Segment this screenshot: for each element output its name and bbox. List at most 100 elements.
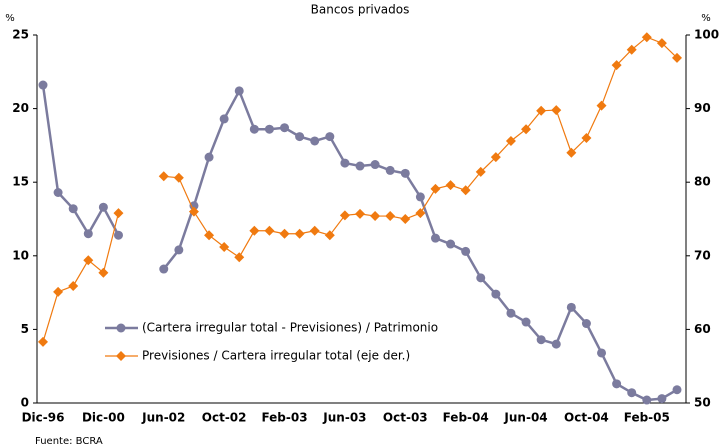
data-point: [551, 339, 561, 349]
data-point: [656, 38, 667, 49]
y2-tick-label: 80: [694, 175, 711, 189]
data-point: [249, 124, 259, 134]
data-point: [294, 228, 305, 239]
x-tick-label: Oct-02: [202, 411, 247, 425]
data-point: [476, 273, 486, 283]
data-point: [174, 245, 184, 255]
data-point: [490, 152, 501, 163]
x-tick-label: Oct-03: [383, 411, 428, 425]
x-tick-label: Feb-04: [443, 411, 489, 425]
x-tick-label: Oct-04: [564, 411, 609, 425]
x-tick-label: Jun-03: [322, 411, 366, 425]
data-point: [506, 308, 516, 318]
y2-tick-label: 100: [694, 28, 719, 42]
data-point: [400, 214, 411, 224]
data-point: [461, 246, 471, 256]
y2-tick-label: 90: [694, 101, 711, 115]
data-point: [188, 206, 199, 217]
data-point: [400, 168, 410, 178]
chart-title: Bancos privados: [311, 3, 410, 17]
y-tick-label: 10: [12, 248, 29, 262]
y-tick-label: 20: [12, 101, 29, 115]
data-point: [672, 385, 682, 395]
data-point: [83, 255, 94, 266]
data-point: [626, 44, 637, 55]
data-point: [566, 302, 576, 312]
legend-label: (Cartera irregular total - Previsiones) …: [142, 321, 438, 335]
data-point: [475, 166, 486, 177]
legend-marker: [116, 351, 126, 361]
data-point: [446, 239, 456, 249]
data-point: [445, 180, 456, 191]
data-point: [324, 230, 335, 241]
data-point: [657, 394, 667, 404]
data-point: [53, 286, 64, 297]
data-point: [460, 185, 471, 196]
data-point: [505, 135, 516, 146]
data-point: [339, 210, 350, 221]
data-point: [309, 225, 320, 236]
x-tick-label: Feb-03: [261, 411, 307, 425]
y-tick-label: 15: [12, 175, 29, 189]
data-point: [536, 105, 547, 116]
data-point: [355, 161, 365, 171]
data-point: [264, 124, 274, 134]
data-point: [370, 211, 381, 222]
data-point: [83, 229, 93, 239]
data-point: [355, 208, 365, 219]
data-point: [173, 172, 184, 183]
data-point: [295, 132, 305, 142]
data-point: [98, 267, 109, 278]
data-point: [415, 192, 425, 202]
data-point: [159, 264, 169, 274]
data-point: [597, 348, 607, 358]
data-point: [264, 225, 275, 236]
data-point: [158, 171, 169, 182]
data-point: [325, 132, 335, 142]
data-point: [491, 289, 501, 299]
y2-tick-label: 50: [694, 396, 711, 410]
data-point: [581, 133, 592, 144]
data-point: [385, 165, 395, 175]
legend-marker: [116, 323, 126, 333]
data-point: [642, 395, 652, 405]
legend-label: Previsiones / Cartera irregular total (e…: [142, 349, 410, 363]
y-tick-label: 5: [21, 322, 29, 336]
data-point: [430, 233, 440, 243]
source-note: Fuente: BCRA: [35, 436, 103, 447]
data-point: [672, 52, 682, 63]
data-point: [38, 336, 48, 347]
data-point: [279, 228, 290, 239]
data-point: [370, 160, 380, 170]
series-line: [42, 36, 678, 343]
data-point: [249, 225, 260, 236]
data-point: [521, 317, 531, 327]
data-point: [581, 319, 591, 329]
data-point: [627, 388, 637, 398]
data-point: [612, 379, 622, 389]
data-point: [641, 32, 652, 43]
data-point: [430, 183, 441, 194]
y-tick-label: 0: [21, 396, 29, 410]
x-tick-label: Dic-96: [22, 411, 65, 425]
data-point: [68, 280, 79, 291]
data-point: [219, 241, 230, 252]
y2-tick-label: 70: [694, 248, 711, 262]
data-point: [113, 230, 123, 240]
data-point: [280, 123, 290, 133]
data-point: [234, 86, 244, 96]
data-point: [566, 147, 577, 158]
data-point: [68, 204, 78, 214]
data-point: [98, 202, 108, 212]
data-point: [219, 114, 229, 124]
x-tick-label: Jun-02: [141, 411, 185, 425]
data-point: [536, 335, 546, 345]
y-tick-label: 25: [12, 28, 29, 42]
data-point: [38, 80, 48, 90]
x-tick-label: Feb-05: [624, 411, 670, 425]
data-point: [551, 105, 562, 116]
data-point: [53, 188, 63, 198]
data-point: [521, 124, 532, 135]
data-point: [385, 211, 396, 222]
data-point: [204, 152, 214, 162]
